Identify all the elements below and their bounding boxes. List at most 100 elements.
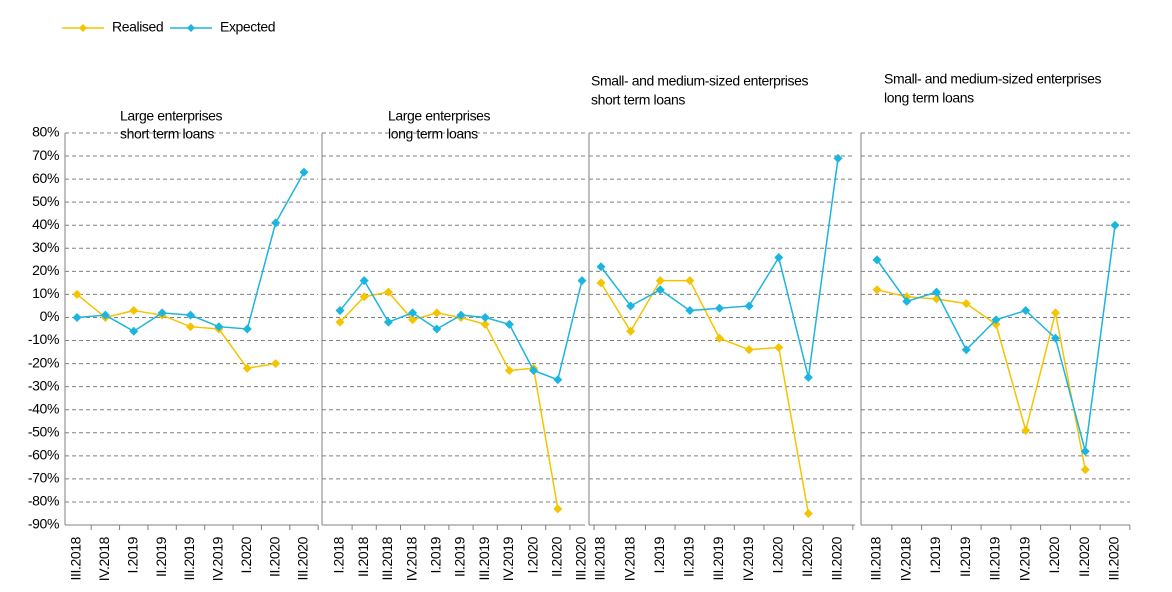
data-point: [577, 276, 587, 286]
x-tick-label: III.2019: [181, 536, 197, 580]
data-point: [186, 322, 195, 332]
data-point: [157, 308, 167, 318]
data-point: [432, 308, 442, 318]
y-tick-label: 70%: [32, 147, 59, 163]
x-tick-label: II.2020: [266, 536, 282, 577]
x-tick-label: II.2020: [799, 536, 815, 577]
data-point: [129, 326, 139, 336]
series-line: [76, 293, 276, 370]
series-line: [876, 289, 1086, 470]
data-point: [480, 319, 490, 329]
data-point: [242, 324, 252, 334]
series-line: [76, 171, 305, 333]
x-tick-label: I.2020: [1046, 536, 1062, 573]
data-point: [432, 324, 442, 334]
panel-title: Small- and medium-sized enterprises: [884, 71, 1101, 87]
data-point: [744, 301, 754, 311]
data-point: [774, 342, 784, 352]
data-point: [1021, 306, 1031, 316]
legend-marker: [79, 24, 87, 32]
x-tick-label: I.2020: [238, 536, 254, 573]
y-tick-label: -80%: [28, 493, 59, 509]
y-tick-label: -70%: [28, 470, 59, 486]
data-point: [335, 317, 345, 327]
legend-label: Expected: [220, 19, 275, 35]
legend-marker: [187, 24, 195, 32]
x-tick-label: I.2019: [651, 536, 667, 573]
x-tick-label: III.2018: [868, 536, 884, 580]
x-tick-label: I.2020: [524, 536, 540, 573]
data-point: [961, 299, 971, 309]
data-point: [961, 345, 971, 355]
x-tick-label: III.2018: [379, 536, 395, 580]
x-tick-label: IV.2019: [500, 536, 516, 581]
y-tick-label: 40%: [32, 216, 59, 232]
panel-title: Large enterprises: [388, 108, 491, 124]
x-tick-label: I.2019: [927, 536, 943, 573]
data-point: [715, 303, 724, 313]
data-point: [504, 319, 514, 329]
data-point: [72, 312, 82, 322]
x-tick-label: II.2019: [957, 536, 973, 577]
data-point: [1080, 446, 1090, 456]
x-tick-label: IV.2019: [210, 536, 226, 581]
x-tick-label: IV.2018: [897, 536, 913, 581]
x-tick-label: III.2020: [1106, 536, 1122, 580]
data-point: [186, 310, 195, 320]
data-point: [1080, 465, 1090, 475]
x-tick-label: III.2018: [592, 536, 608, 580]
data-point: [383, 317, 393, 327]
x-tick-label: III.2019: [476, 536, 492, 580]
x-tick-label: II.2018: [355, 536, 371, 577]
panel-title: Large enterprises: [120, 108, 223, 124]
x-tick-label: I.2019: [124, 536, 140, 573]
data-point: [833, 153, 843, 163]
y-tick-label: -40%: [28, 400, 59, 416]
x-tick-label: I.2020: [769, 536, 785, 573]
data-point: [655, 285, 665, 295]
x-tick-label: I.2018: [331, 536, 347, 573]
x-tick-label: III.2019: [710, 536, 726, 580]
data-point: [991, 315, 1001, 325]
y-tick-label: -30%: [28, 377, 59, 393]
data-point: [1110, 220, 1120, 230]
y-tick-label: -50%: [28, 423, 59, 439]
x-tick-label: IV.2019: [740, 536, 756, 581]
x-tick-label: IV.2019: [1016, 536, 1032, 581]
y-tick-label: -60%: [28, 447, 59, 463]
data-point: [242, 363, 252, 373]
data-point: [803, 372, 813, 382]
data-point: [504, 366, 514, 376]
data-point: [129, 306, 139, 316]
y-tick-label: 50%: [32, 193, 59, 209]
x-tick-label: II.2019: [452, 536, 468, 577]
x-tick-label: II.2019: [681, 536, 697, 577]
data-point: [626, 326, 636, 336]
y-tick-label: -20%: [28, 354, 59, 370]
series-line: [339, 279, 583, 381]
x-tick-label: II.2020: [1076, 536, 1092, 577]
y-tick-label: 80%: [32, 124, 59, 140]
data-point: [359, 276, 369, 286]
data-point: [872, 285, 882, 295]
data-point: [715, 333, 724, 343]
data-point: [685, 306, 695, 316]
x-tick-label: III.2020: [829, 536, 845, 580]
data-point: [1051, 308, 1060, 318]
panel-title: Small- and medium-sized enterprises: [591, 73, 808, 89]
data-point: [655, 276, 665, 286]
x-tick-label: II.2019: [153, 536, 169, 577]
data-point: [408, 308, 418, 318]
data-point: [744, 345, 754, 355]
data-point: [553, 375, 563, 385]
legend-label: Realised: [112, 19, 163, 35]
y-tick-label: -90%: [28, 516, 59, 532]
panel-title: short term loans: [120, 126, 214, 142]
x-tick-label: IV.2018: [403, 536, 419, 581]
x-tick-label: II.2020: [549, 536, 565, 577]
y-tick-label: 60%: [32, 170, 59, 186]
x-tick-label: III.2018: [68, 536, 84, 580]
panel-title: long term loans: [388, 126, 478, 142]
x-tick-label: III.2020: [573, 536, 589, 580]
